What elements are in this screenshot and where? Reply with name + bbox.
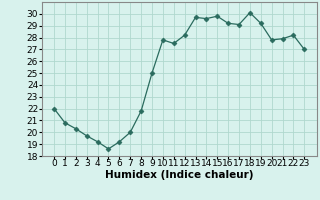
- X-axis label: Humidex (Indice chaleur): Humidex (Indice chaleur): [105, 170, 253, 180]
